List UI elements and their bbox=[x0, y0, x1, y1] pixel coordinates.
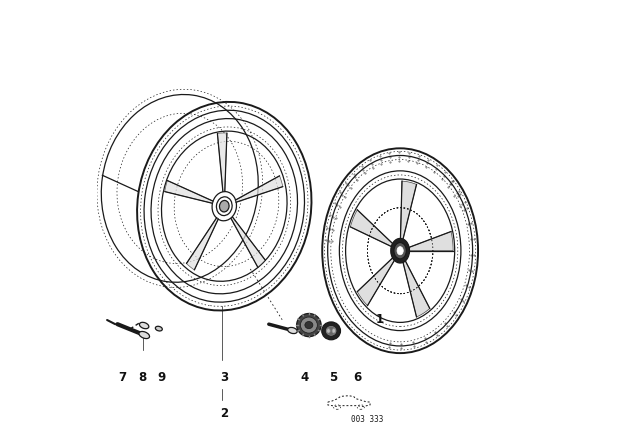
Text: 8: 8 bbox=[138, 371, 146, 384]
Text: 6: 6 bbox=[354, 371, 362, 384]
Text: 2: 2 bbox=[220, 407, 228, 420]
Ellipse shape bbox=[332, 329, 335, 333]
Ellipse shape bbox=[287, 327, 297, 334]
Text: 003 333: 003 333 bbox=[351, 414, 383, 423]
Polygon shape bbox=[164, 181, 213, 203]
Text: 7: 7 bbox=[118, 371, 126, 384]
Polygon shape bbox=[236, 176, 283, 202]
Text: 4: 4 bbox=[300, 371, 308, 384]
Polygon shape bbox=[357, 258, 394, 306]
Polygon shape bbox=[403, 261, 430, 317]
Ellipse shape bbox=[326, 327, 336, 335]
Polygon shape bbox=[186, 218, 218, 270]
Ellipse shape bbox=[394, 242, 406, 259]
Ellipse shape bbox=[397, 246, 403, 255]
Polygon shape bbox=[218, 133, 227, 192]
Text: 3: 3 bbox=[220, 371, 228, 384]
Ellipse shape bbox=[296, 314, 321, 336]
Ellipse shape bbox=[326, 329, 330, 333]
Ellipse shape bbox=[322, 322, 340, 340]
Ellipse shape bbox=[156, 326, 163, 331]
Ellipse shape bbox=[220, 200, 229, 212]
Ellipse shape bbox=[140, 322, 149, 329]
Polygon shape bbox=[350, 210, 392, 246]
Ellipse shape bbox=[300, 317, 317, 333]
Text: 5: 5 bbox=[329, 371, 337, 384]
Polygon shape bbox=[401, 181, 417, 239]
Ellipse shape bbox=[139, 332, 150, 339]
Ellipse shape bbox=[305, 322, 313, 329]
Polygon shape bbox=[409, 232, 453, 251]
Text: 9: 9 bbox=[158, 371, 166, 384]
Ellipse shape bbox=[391, 238, 410, 263]
Text: 1: 1 bbox=[376, 313, 384, 326]
Polygon shape bbox=[231, 217, 266, 267]
